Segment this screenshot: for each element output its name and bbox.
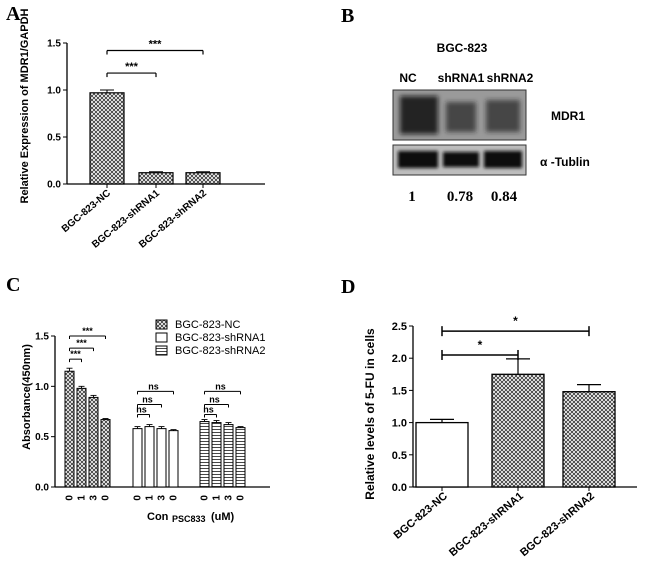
chart-panel-a: Relative Expression of MDR1/GAPDH 0.0 0.5… xyxy=(19,8,265,251)
panel-d-xtick-label-1: BGC-823-shRNA1 xyxy=(447,490,526,559)
panel-c-sig-label-0-2: *** xyxy=(82,326,93,336)
mdr1-bands xyxy=(400,96,520,134)
panel-c-xtick-label-1-3: 0 xyxy=(169,495,180,501)
panel-d-bar-1 xyxy=(491,373,545,488)
panel-d-xtick-label-2: BGC-823-shRNA2 xyxy=(518,490,597,559)
panel-c-sig-label-2-1: ns xyxy=(209,394,220,404)
panel-a-xtick-label-0: BGC-823-NC xyxy=(60,188,113,235)
panel-c-xtick-label-0-1: 1 xyxy=(77,495,88,501)
chart-panel-c: Absorbance(450nm) Con PSC833 (uM) 0.0 0.5… xyxy=(21,319,270,524)
panel-c-xtick-label-1-2: 3 xyxy=(157,495,168,501)
panel-d-xtick-label-0: BGC-823-NC xyxy=(392,490,450,542)
panel-c-xtick-label-2-1: 1 xyxy=(212,495,223,501)
panel-c-sig-label-2-0: ns xyxy=(203,405,214,415)
panel-c-xtick-label-2-3: 0 xyxy=(236,495,247,501)
blot-value-shrna1: 0.78 xyxy=(447,189,473,205)
panel-c-legend-label-2: BGC-823-shRNA2 xyxy=(175,345,265,357)
panel-a-bar-1 xyxy=(138,172,174,185)
panel-c-xlabel-unit: (uM) xyxy=(211,511,235,523)
panel-a-bar-2 xyxy=(185,172,221,185)
panel-c-bar-1-2 xyxy=(156,428,167,488)
blot-value-shrna2: 0.84 xyxy=(491,189,518,205)
blot-lane-shrna1: shRNA1 xyxy=(438,71,485,85)
panel-c-xtick-label-2-2: 3 xyxy=(224,495,235,501)
panel-c-xtick-label-0-0: 0 xyxy=(65,495,76,501)
panel-c-sig-label-0-0: *** xyxy=(70,349,81,359)
panel-c-xtick-label-1-1: 1 xyxy=(145,495,156,501)
blot-lane-shrna2: shRNA2 xyxy=(487,71,534,85)
panel-a-bar-0 xyxy=(89,92,125,185)
western-blot-panel: BGC-823 NC shRNA1 shRNA2 MDR1 α -Tublin … xyxy=(392,41,590,205)
panel-c-bar-1-3 xyxy=(168,430,179,488)
panel-a-sig-label-0: *** xyxy=(125,61,139,73)
panel-c-bar-1-1 xyxy=(144,426,155,488)
panel-d-ytick-label-1: 0.5 xyxy=(392,450,407,462)
panel-c-bar-0-1 xyxy=(76,387,87,488)
panel-c-legend-swatch-1 xyxy=(155,332,168,343)
panel-c-sig-label-1-0: ns xyxy=(136,405,147,415)
panel-d-bar-0 xyxy=(415,421,469,488)
panel-d-bar-2 xyxy=(562,391,616,488)
panel-d-sig-label-0: * xyxy=(478,338,483,352)
panel-c-bar-1-0 xyxy=(132,428,143,488)
panel-c-sig-label-1-2: ns xyxy=(148,381,159,391)
panel-a-ytick-label-0: 0.0 xyxy=(47,180,61,191)
panel-c-bar-2-1 xyxy=(211,422,222,488)
panel-a-ytick-label-1: 0.5 xyxy=(47,133,61,144)
blot-label-tubulin: α -Tublin xyxy=(540,155,590,169)
panel-c-ylabel: Absorbance(450nm) xyxy=(21,344,33,450)
panel-c-legend-swatch-2 xyxy=(155,345,168,356)
panel-c-bar-2-3 xyxy=(235,427,246,488)
panel-d-ytick-label-5: 2.5 xyxy=(392,321,407,333)
panel-d-ytick-label-0: 0.0 xyxy=(392,482,407,494)
panel-d-ytick-label-4: 2.0 xyxy=(392,353,407,365)
panel-c-xlabel-sub: PSC833 xyxy=(172,514,206,524)
panel-a-ylabel: Relative Expression of MDR1/GAPDH xyxy=(19,8,31,203)
panel-letter-b: B xyxy=(341,5,354,27)
panel-c-sig-label-2-2: ns xyxy=(215,381,226,391)
chart-panel-d: Relative levels of 5-FU in cells 0.0 0.5 1… xyxy=(363,314,637,559)
panel-c-bar-0-0 xyxy=(64,370,75,488)
blot-lane-nc: NC xyxy=(399,71,417,85)
panel-letter-d: D xyxy=(341,276,355,298)
panel-d-ylabel: Relative levels of 5-FU in cells xyxy=(363,328,377,500)
panel-c-legend-label-0: BGC-823-NC xyxy=(175,319,240,331)
panel-c-bar-0-2 xyxy=(88,396,99,488)
panel-c-xlabel-main: Con xyxy=(147,511,169,523)
panel-c-xtick-label-0-3: 0 xyxy=(101,495,112,501)
tubulin-bands xyxy=(398,151,522,168)
panel-c-bar-0-3 xyxy=(100,419,111,488)
panel-c-ytick-label-0: 0.0 xyxy=(35,483,49,494)
panel-c-ytick-label-1: 0.5 xyxy=(35,432,49,443)
blot-label-mdr1: MDR1 xyxy=(551,109,585,123)
panel-c-ytick-label-3: 1.5 xyxy=(35,332,49,343)
panel-d-ytick-label-3: 1.5 xyxy=(392,385,407,397)
panel-c-legend-label-1: BGC-823-shRNA1 xyxy=(175,332,265,344)
blot-value-nc: 1 xyxy=(408,189,416,205)
panel-d-ytick-label-2: 1.0 xyxy=(392,418,407,430)
panel-letter-c: C xyxy=(6,274,20,296)
panel-letter-a: A xyxy=(6,3,21,25)
panel-c-xtick-label-0-2: 3 xyxy=(89,495,100,501)
panel-c-sig-label-0-1: *** xyxy=(76,338,87,348)
panel-a-sig-label-1: *** xyxy=(149,39,163,51)
panel-c-bar-2-0 xyxy=(199,421,210,488)
blot-cell-line: BGC-823 xyxy=(437,41,488,55)
panel-d-sig-label-1: * xyxy=(513,314,518,328)
panel-c-xtick-label-2-0: 0 xyxy=(200,495,211,501)
panel-c-ytick-label-2: 1.0 xyxy=(35,382,49,393)
panel-c-xtick-label-1-0: 0 xyxy=(133,495,144,501)
panel-c-bar-2-2 xyxy=(223,424,234,488)
panel-c-legend-swatch-0 xyxy=(155,319,168,330)
panel-a-ytick-label-2: 1.0 xyxy=(47,86,61,97)
panel-c-sig-label-1-1: ns xyxy=(142,394,153,404)
panel-a-ytick-label-3: 1.5 xyxy=(47,39,61,50)
